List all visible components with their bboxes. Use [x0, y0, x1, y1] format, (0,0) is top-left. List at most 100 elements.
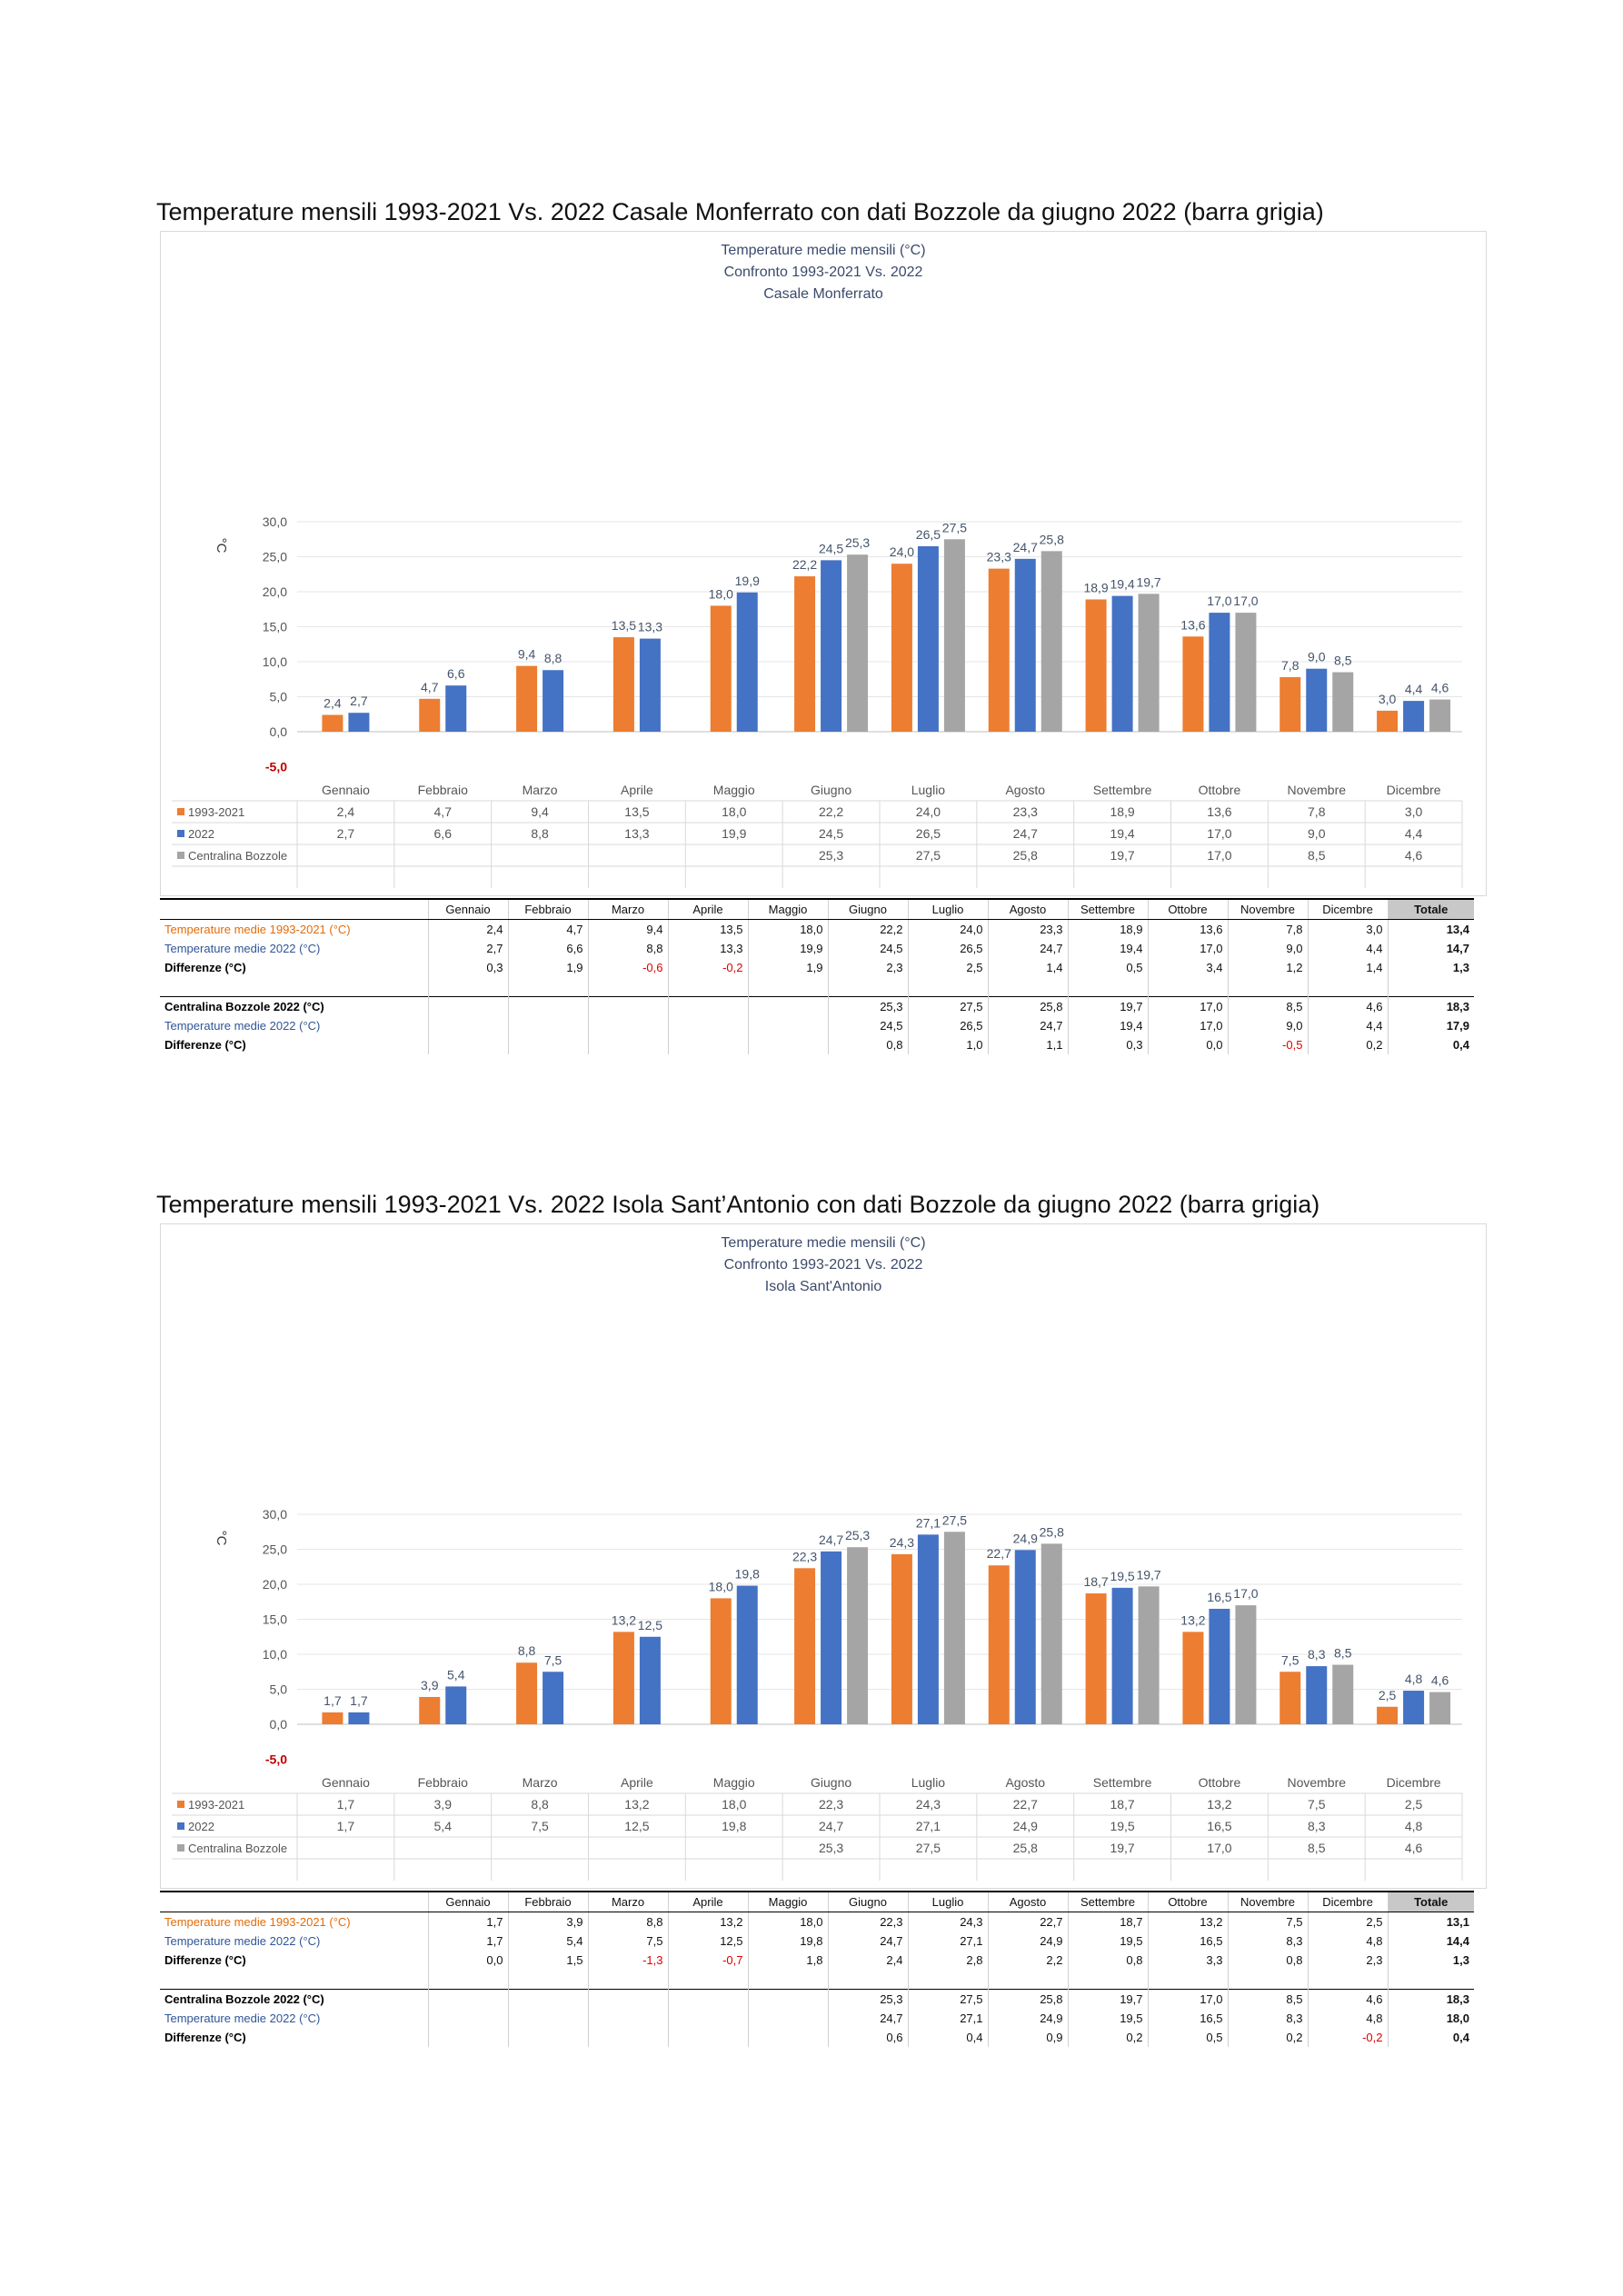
y-axis-label: °C [214, 538, 229, 554]
table-row: Centralina Bozzole 2022 (°C) 25,3 27,5 25,8… [160, 996, 1474, 1016]
empty-cell [747, 1970, 828, 1990]
table-cell: 7,5 [587, 1932, 668, 1951]
table-cell: 4,6 [1307, 1989, 1388, 2009]
row-label: Differenze (°C) [164, 1953, 246, 1967]
table-value: 25,3 [819, 848, 843, 863]
table-cell [667, 1016, 748, 1035]
bar-centralina-bozzole [1429, 699, 1451, 732]
y-tick-label: -5,0 [265, 760, 287, 774]
table-cell [747, 1035, 828, 1054]
bar-2022 [1111, 595, 1133, 732]
table-cell-total: 0,4 [1387, 2028, 1474, 2047]
table-cell [747, 1016, 828, 1035]
column-header: Giugno [827, 898, 908, 920]
data-label: 17,0 [1233, 594, 1258, 608]
row-label: Differenze (°C) [164, 2031, 246, 2044]
row-label: Temperature medie 1993-2021 (°C) [164, 1915, 351, 1929]
table-cell: 27,1 [907, 1932, 988, 1951]
table-value: 17,0 [1207, 848, 1231, 863]
bar-2022 [639, 638, 661, 732]
table-cell: 12,5 [667, 1932, 748, 1951]
column-header: Settembre [1067, 1891, 1148, 1912]
bar-centralina-bozzole [1332, 1664, 1354, 1724]
table-value: 1,7 [337, 1797, 355, 1812]
table-row: Differenze (°C) 0,3 1,9 -0,6 -0,2 1,9 2,3 2,5 1,… [160, 958, 1474, 977]
bar-1993-2021 [1182, 1632, 1204, 1724]
table-cell: 18,0 [747, 1912, 828, 1932]
y-tick-label: 10,0 [263, 1647, 287, 1662]
table-value: 8,8 [531, 1797, 549, 1812]
table-cell-total: 18,3 [1387, 996, 1474, 1016]
table-cell [507, 1035, 588, 1054]
x-tick-label: Febbraio [418, 1775, 468, 1790]
table-header: Gennaio Febbraio Marzo Aprile Maggio Giugno Lu… [160, 1891, 1474, 1912]
table-value: 2,7 [337, 826, 355, 841]
bar-2022 [445, 685, 467, 732]
data-label: 22,3 [792, 1549, 817, 1563]
table-cell: 26,5 [907, 1016, 988, 1035]
data-label: 3,9 [421, 1678, 439, 1692]
spacer-row [160, 977, 1474, 997]
table-value: 17,0 [1207, 826, 1231, 841]
bar-1993-2021 [794, 1568, 816, 1724]
y-tick-label: 15,0 [263, 620, 287, 634]
table-cell: 16,5 [1147, 1932, 1228, 1951]
table-row: Temperature medie 2022 (°C) 1,7 5,4 7,5 12,5… [160, 1932, 1474, 1951]
row-label: Temperature medie 2022 (°C) [164, 2011, 321, 2025]
y-tick-label: 0,0 [270, 724, 288, 739]
header-blank [160, 1891, 428, 1912]
column-header: Ottobre [1147, 1891, 1228, 1912]
table-value: 7,8 [1308, 804, 1326, 819]
table-cell [747, 1989, 828, 2009]
table-cell: 24,7 [827, 2009, 908, 2028]
data-label: 19,7 [1136, 1567, 1160, 1582]
column-header: Ottobre [1147, 898, 1228, 920]
y-tick-label: 30,0 [263, 1507, 287, 1522]
table-cell: 13,3 [667, 939, 748, 958]
x-tick-label: Dicembre [1387, 783, 1441, 797]
data-label: 13,2 [1180, 1612, 1205, 1627]
table-cell: 0,2 [1227, 2028, 1308, 2047]
table-cell-total: 0,4 [1387, 1035, 1474, 1054]
bar-centralina-bozzole [943, 539, 965, 732]
data-label: 9,0 [1308, 650, 1326, 664]
x-tick-label: Settembre [1093, 783, 1152, 797]
table-value: 24,0 [916, 804, 941, 819]
table-value: 18,0 [722, 1797, 746, 1812]
table-cell [507, 996, 588, 1016]
data-label: 25,3 [845, 535, 870, 550]
legend-label: Centralina Bozzole [188, 1842, 287, 1855]
table-cell: 22,7 [987, 1912, 1068, 1932]
empty-cell [667, 977, 748, 997]
data-label: 22,2 [792, 557, 817, 572]
table-cell: 0,6 [827, 2028, 908, 2047]
table-cell: 2,3 [827, 958, 908, 977]
y-tick-label: 0,0 [270, 1717, 288, 1732]
bar-2022 [543, 1672, 564, 1724]
table-cell: 4,8 [1307, 1932, 1388, 1951]
table-value: 19,9 [722, 826, 746, 841]
data-label: 17,0 [1233, 1586, 1258, 1601]
table-cell: 24,3 [907, 1912, 988, 1932]
x-tick-label: Novembre [1287, 783, 1346, 797]
column-header: Maggio [747, 898, 828, 920]
table-value: 22,3 [819, 1797, 843, 1812]
data-label: 18,0 [709, 586, 733, 601]
data-label: 7,5 [544, 1652, 563, 1667]
table-cell: 17,0 [1147, 996, 1228, 1016]
stats-table: Gennaio Febbraio Marzo Aprile Maggio Giugno Lu… [160, 1891, 1474, 2047]
column-header-total: Totale [1387, 1891, 1474, 1912]
table-cell: 17,0 [1147, 1016, 1228, 1035]
data-label: 7,5 [1281, 1652, 1299, 1667]
chart-title-line: Casale Monferrato [763, 286, 883, 302]
empty-cell [667, 1970, 748, 1990]
table-cell: 17,0 [1147, 1989, 1228, 2009]
chart-area: Temperature medie mensili (°C) Confronto … [160, 1223, 1487, 1889]
table-cell: 2,7 [427, 939, 508, 958]
data-label: 13,3 [638, 620, 662, 634]
bar-centralina-bozzole [1041, 1543, 1062, 1724]
table-value: 24,5 [819, 826, 843, 841]
x-tick-label: Giugno [811, 783, 851, 797]
table-value: 19,7 [1110, 848, 1134, 863]
table-cell: 25,3 [827, 1989, 908, 2009]
